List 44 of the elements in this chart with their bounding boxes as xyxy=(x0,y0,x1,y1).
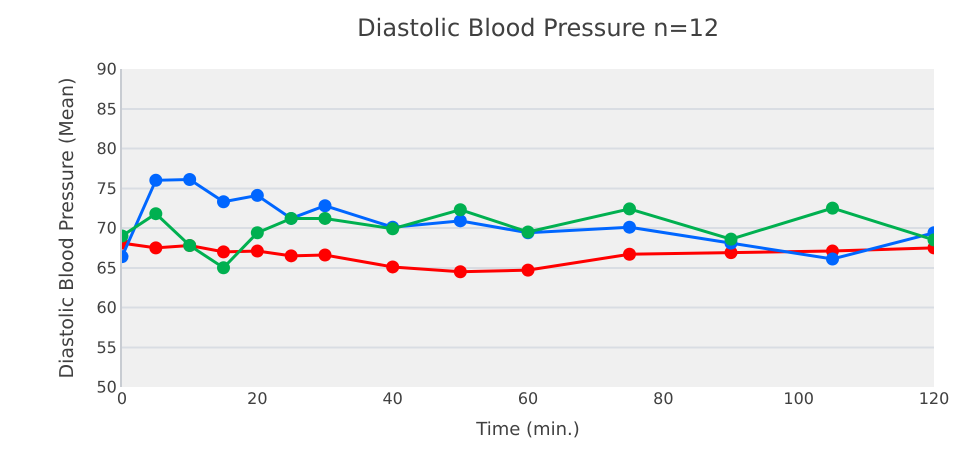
y-tick-label: 55 xyxy=(96,338,117,357)
point xyxy=(386,260,400,274)
y-tick-label: 50 xyxy=(96,378,117,397)
y-tick-label: 70 xyxy=(96,218,117,238)
point xyxy=(623,202,636,216)
point xyxy=(623,220,636,234)
point xyxy=(454,214,467,228)
y-tick-label: 65 xyxy=(96,258,117,278)
point xyxy=(217,245,230,258)
point xyxy=(183,173,196,186)
y-tick-label: 90 xyxy=(96,60,117,79)
x-tick-label: 40 xyxy=(382,389,403,408)
point xyxy=(318,248,332,262)
point xyxy=(318,212,332,225)
point xyxy=(318,199,332,212)
point xyxy=(250,244,264,258)
x-tick-label: 80 xyxy=(653,389,674,408)
x-tick-label: 20 xyxy=(247,389,268,408)
point xyxy=(250,226,264,240)
x-tick-label: 100 xyxy=(783,389,814,408)
x-tick-label: 0 xyxy=(116,389,128,408)
x-axis-title: Time (min.) xyxy=(475,419,580,440)
point xyxy=(826,252,839,266)
y-tick-label: 80 xyxy=(96,139,117,158)
point xyxy=(217,195,230,208)
point xyxy=(724,232,738,246)
chart-title: Diastolic Blood Pressure n=12 xyxy=(357,14,720,42)
x-tick-label: 60 xyxy=(518,389,538,408)
y-tick-label: 75 xyxy=(96,178,117,198)
point xyxy=(522,264,534,277)
point xyxy=(217,261,230,274)
point xyxy=(250,188,264,202)
point xyxy=(454,203,467,216)
y-tick-label: 85 xyxy=(96,99,117,118)
point xyxy=(623,248,636,261)
y-tick-label: 60 xyxy=(96,298,117,318)
point xyxy=(826,202,839,215)
y-axis-title: Diastolic Blood Pressure (Mean) xyxy=(56,78,78,378)
point xyxy=(149,207,162,220)
point xyxy=(149,241,162,254)
x-tick-label: 120 xyxy=(918,389,950,408)
point xyxy=(149,174,162,187)
point xyxy=(454,265,467,278)
point xyxy=(284,249,298,262)
